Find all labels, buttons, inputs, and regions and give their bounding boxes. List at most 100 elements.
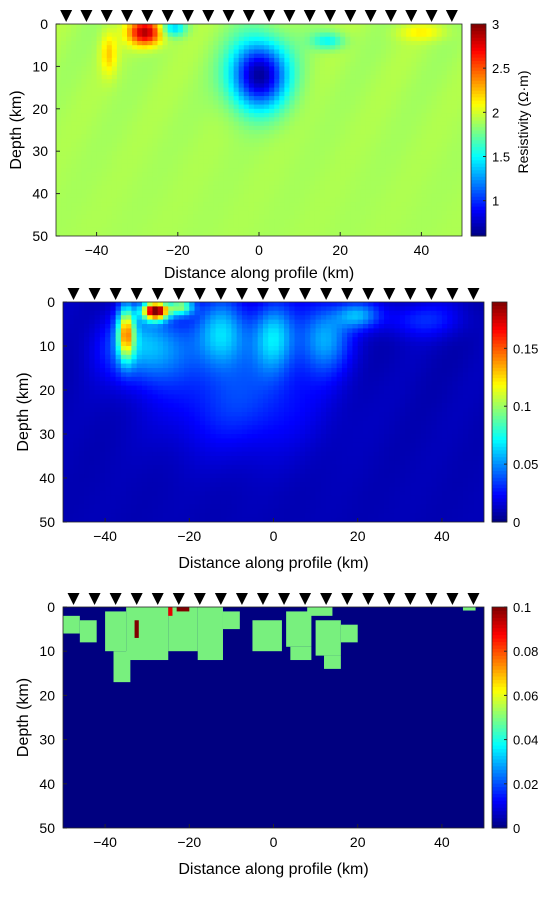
heatmap-cell bbox=[71, 70, 77, 76]
heatmap-cell bbox=[121, 28, 128, 34]
heatmap-cell bbox=[101, 79, 108, 84]
heatmap-cell bbox=[289, 227, 296, 233]
heatmap-cell bbox=[385, 79, 392, 84]
heatmap-cell bbox=[345, 36, 351, 42]
heatmap-cell bbox=[101, 142, 108, 148]
heatmap-cell bbox=[451, 130, 458, 135]
heatmap-cell bbox=[127, 96, 133, 101]
heatmap-cell bbox=[66, 32, 72, 38]
heatmap-cell bbox=[396, 134, 402, 140]
heatmap-cell bbox=[177, 214, 184, 220]
heatmap-cell bbox=[299, 108, 306, 114]
heatmap-cell bbox=[446, 74, 453, 80]
heatmap-cell bbox=[319, 138, 326, 144]
heatmap-cell bbox=[406, 206, 412, 212]
heatmap-cell bbox=[84, 306, 90, 312]
heatmap-cell bbox=[172, 53, 179, 59]
heatmap-cell bbox=[76, 87, 82, 93]
heatmap-cell bbox=[66, 24, 72, 29]
heatmap-cell bbox=[126, 500, 133, 505]
heatmap-cell bbox=[294, 125, 301, 131]
heatmap-cell bbox=[131, 500, 138, 505]
heatmap-cell bbox=[94, 407, 101, 413]
heatmap-cell bbox=[421, 57, 428, 63]
heatmap-cell bbox=[269, 189, 275, 195]
heatmap-cell bbox=[264, 117, 270, 123]
heatmap-cell bbox=[157, 83, 164, 89]
heatmap-cell bbox=[228, 168, 235, 173]
heatmap-cell bbox=[193, 130, 199, 135]
heatmap-cell bbox=[198, 202, 204, 207]
heatmap-cell bbox=[355, 223, 362, 229]
heatmap-cell bbox=[223, 91, 230, 97]
heatmap-cell bbox=[248, 28, 255, 34]
heatmap-cell bbox=[141, 390, 148, 395]
heatmap-cell bbox=[76, 168, 82, 173]
heatmap-cell bbox=[89, 306, 96, 312]
heatmap-cell bbox=[208, 87, 214, 93]
heatmap-cell bbox=[142, 96, 148, 101]
heatmap-cell bbox=[63, 513, 69, 519]
heatmap-cell bbox=[120, 385, 127, 391]
heatmap-cell bbox=[228, 214, 235, 220]
heatmap-cell bbox=[157, 172, 164, 178]
station-marker bbox=[324, 10, 337, 22]
heatmap-cell bbox=[152, 332, 159, 338]
heatmap-cell bbox=[289, 40, 296, 46]
heatmap-cell bbox=[274, 57, 280, 63]
heatmap-cell bbox=[110, 403, 117, 409]
heatmap-cell bbox=[63, 429, 69, 435]
heatmap-cell bbox=[120, 346, 127, 351]
heatmap-cell bbox=[223, 32, 230, 38]
heatmap-cell bbox=[436, 100, 443, 106]
heatmap-cell bbox=[289, 53, 296, 59]
heatmap-cell bbox=[324, 108, 331, 114]
heatmap-cell bbox=[94, 508, 101, 514]
station-marker bbox=[100, 10, 113, 22]
heatmap-cell bbox=[89, 350, 96, 356]
heatmap-cell bbox=[350, 45, 357, 51]
heatmap-cell bbox=[375, 155, 382, 161]
heatmap-cell bbox=[56, 36, 62, 42]
heatmap-cell bbox=[162, 214, 169, 220]
heatmap-cell bbox=[380, 206, 387, 212]
heatmap-cell bbox=[264, 155, 270, 161]
heatmap-cell bbox=[142, 130, 148, 135]
heatmap-cell bbox=[177, 79, 184, 84]
heatmap-cell bbox=[111, 113, 118, 118]
heatmap-cell bbox=[259, 45, 265, 51]
heatmap-cell bbox=[136, 416, 143, 422]
heatmap-cell bbox=[299, 180, 306, 186]
heatmap-cell bbox=[436, 104, 443, 110]
heatmap-cell bbox=[269, 159, 275, 165]
heatmap-cell bbox=[223, 74, 230, 80]
heatmap-cell bbox=[68, 495, 75, 501]
heatmap-cell bbox=[253, 108, 260, 114]
heatmap-cell bbox=[324, 45, 331, 51]
heatmap-cell bbox=[110, 495, 117, 501]
heatmap-cell bbox=[324, 210, 331, 216]
heatmap-cell bbox=[238, 24, 245, 29]
heatmap-cell bbox=[345, 227, 351, 233]
heatmap-cell bbox=[115, 394, 122, 400]
heatmap-cell bbox=[335, 223, 341, 229]
heatmap-cell bbox=[370, 74, 377, 80]
heatmap-cell bbox=[375, 138, 382, 144]
heatmap-cell bbox=[355, 146, 362, 152]
heatmap-cell bbox=[375, 91, 382, 97]
heatmap-cell bbox=[182, 231, 189, 236]
heatmap-cell bbox=[213, 189, 219, 195]
heatmap-cell bbox=[89, 368, 96, 373]
heatmap-cell bbox=[253, 28, 260, 34]
heatmap-cell bbox=[152, 376, 159, 382]
heatmap-cell bbox=[147, 117, 154, 123]
heatmap-cell bbox=[299, 87, 306, 93]
heatmap-cell bbox=[350, 155, 357, 161]
heatmap-cell bbox=[136, 429, 143, 435]
colorbar-segment bbox=[471, 60, 486, 65]
heatmap-cell bbox=[66, 96, 72, 101]
heatmap-cell bbox=[147, 398, 154, 404]
heatmap-cell bbox=[84, 460, 90, 466]
heatmap-cell bbox=[360, 79, 367, 84]
heatmap-cell bbox=[106, 185, 113, 190]
